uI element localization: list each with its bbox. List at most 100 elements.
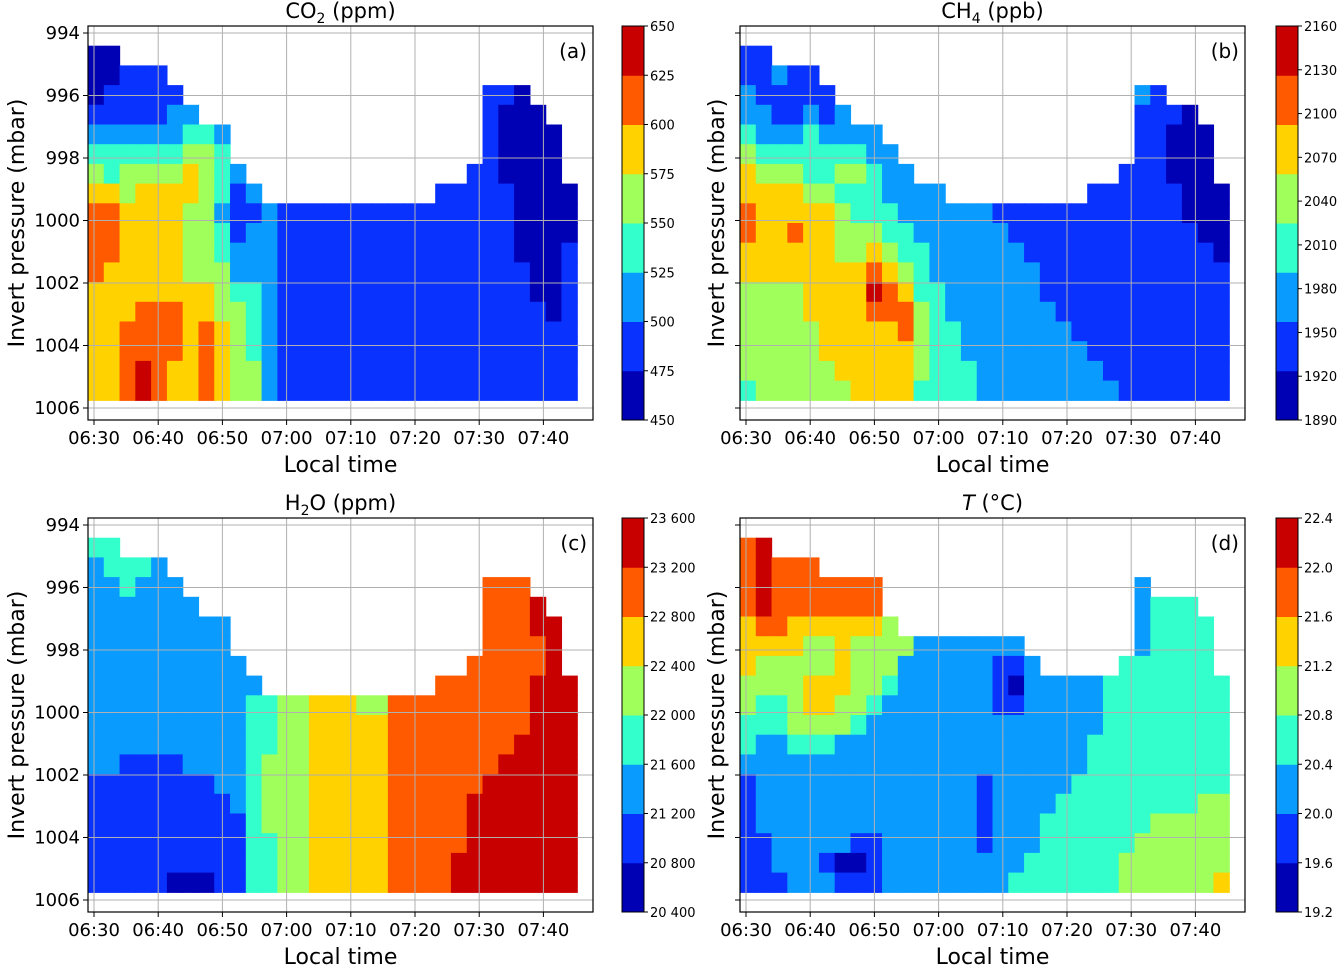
contour-cell <box>166 301 184 323</box>
contour-cell <box>929 341 946 362</box>
contour-cell <box>103 557 121 578</box>
contour-cell <box>897 774 915 795</box>
contour-cell <box>498 360 515 382</box>
colorbar-tick-label: 19.6 <box>1304 857 1333 872</box>
contour-cell <box>498 380 515 401</box>
contour-cell <box>897 636 915 657</box>
contour-cell <box>103 65 121 86</box>
contour-cell <box>1213 715 1230 736</box>
contour-cell <box>561 754 578 775</box>
contour-cell <box>230 813 247 834</box>
contour-cell <box>1039 321 1057 342</box>
contour-cell <box>340 341 357 362</box>
contour-cell <box>450 675 468 696</box>
contour-cell <box>403 360 421 382</box>
contour-cell <box>529 104 547 126</box>
contour-cell <box>913 852 930 874</box>
contour-cell <box>182 183 200 204</box>
contour-cell <box>1055 852 1073 874</box>
contour-cell <box>1055 774 1073 795</box>
contour-cell <box>1181 341 1199 362</box>
contour-cell <box>945 655 962 677</box>
contour-cell <box>514 655 531 677</box>
contour-cell <box>119 596 136 618</box>
contour-cell <box>913 695 930 716</box>
contour-cell <box>230 183 247 204</box>
contour-cell <box>1071 282 1088 303</box>
contour-cell <box>1181 636 1199 657</box>
contour-cell <box>198 754 215 775</box>
contour-cell <box>1039 242 1057 263</box>
contour-cell <box>230 203 247 224</box>
contour-cell <box>450 380 468 401</box>
contour-cell <box>230 675 247 696</box>
contour-cell <box>135 675 152 696</box>
contour-cell <box>1087 695 1104 716</box>
x-tick-label: 07:30 <box>453 428 505 449</box>
contour-cell <box>277 833 294 854</box>
contour-cell <box>88 734 105 755</box>
contour-cell <box>103 636 121 657</box>
contour-cell <box>960 282 978 303</box>
contour-cell <box>1102 282 1120 303</box>
contour-cell <box>514 754 531 775</box>
x-tick-label: 07:00 <box>261 920 313 941</box>
contour-cell <box>1055 754 1073 775</box>
contour-cell <box>850 262 867 283</box>
contour-cell <box>151 636 168 657</box>
contour-cell <box>308 262 326 283</box>
contour-cell <box>529 636 547 657</box>
contour-cell <box>435 183 452 204</box>
contour-cell <box>740 537 757 558</box>
contour-cell <box>387 262 405 283</box>
contour-cell <box>498 124 515 145</box>
contour-cell <box>1166 144 1183 165</box>
contour-cell <box>976 833 994 854</box>
contour-cell <box>1102 183 1120 204</box>
contour-cell <box>166 636 184 657</box>
contour-cell <box>1102 321 1120 342</box>
contour-cell <box>976 655 994 677</box>
contour-cell <box>771 675 788 696</box>
contour-cell <box>103 695 121 716</box>
contour-cell <box>787 695 804 716</box>
contour-cell <box>198 203 215 224</box>
contour-cell <box>466 852 484 874</box>
contour-cell <box>1087 341 1104 362</box>
colorbar-tick-label: 1980 <box>1304 283 1337 298</box>
contour-field <box>740 537 1230 893</box>
contour-cell <box>1024 242 1041 263</box>
contour-cell <box>498 616 515 637</box>
contour-cell <box>882 616 899 637</box>
contour-cell <box>1087 833 1104 854</box>
contour-cell <box>261 262 278 283</box>
contour-cell <box>356 282 373 303</box>
contour-cell <box>308 203 326 224</box>
contour-cell <box>529 754 547 775</box>
contour-cell <box>261 715 278 736</box>
contour-cell <box>277 813 294 834</box>
colorbar-tick-label: 23 600 <box>650 512 696 527</box>
contour-cell <box>119 813 136 834</box>
contour-cell <box>340 793 357 815</box>
contour-cell <box>1102 695 1120 716</box>
contour-cell <box>403 321 421 342</box>
colorbar-tick-label: 22 400 <box>650 660 696 675</box>
contour-cell <box>308 734 326 755</box>
contour-cell <box>419 282 436 303</box>
contour-cell <box>882 163 899 185</box>
contour-cell <box>166 341 184 362</box>
contour-cell <box>261 203 278 224</box>
contour-cell <box>1181 774 1199 795</box>
contour-cell <box>1150 282 1167 303</box>
contour-cell <box>740 65 757 86</box>
contour-cell <box>119 203 136 224</box>
contour-cell <box>419 813 436 834</box>
contour-cell <box>498 833 515 854</box>
contour-cell <box>740 163 757 185</box>
contour-cell <box>182 223 200 244</box>
contour-cell <box>882 852 899 874</box>
contour-cell <box>1150 144 1167 165</box>
colorbar-tick-label: 22.0 <box>1304 561 1333 576</box>
contour-cell <box>882 695 899 716</box>
